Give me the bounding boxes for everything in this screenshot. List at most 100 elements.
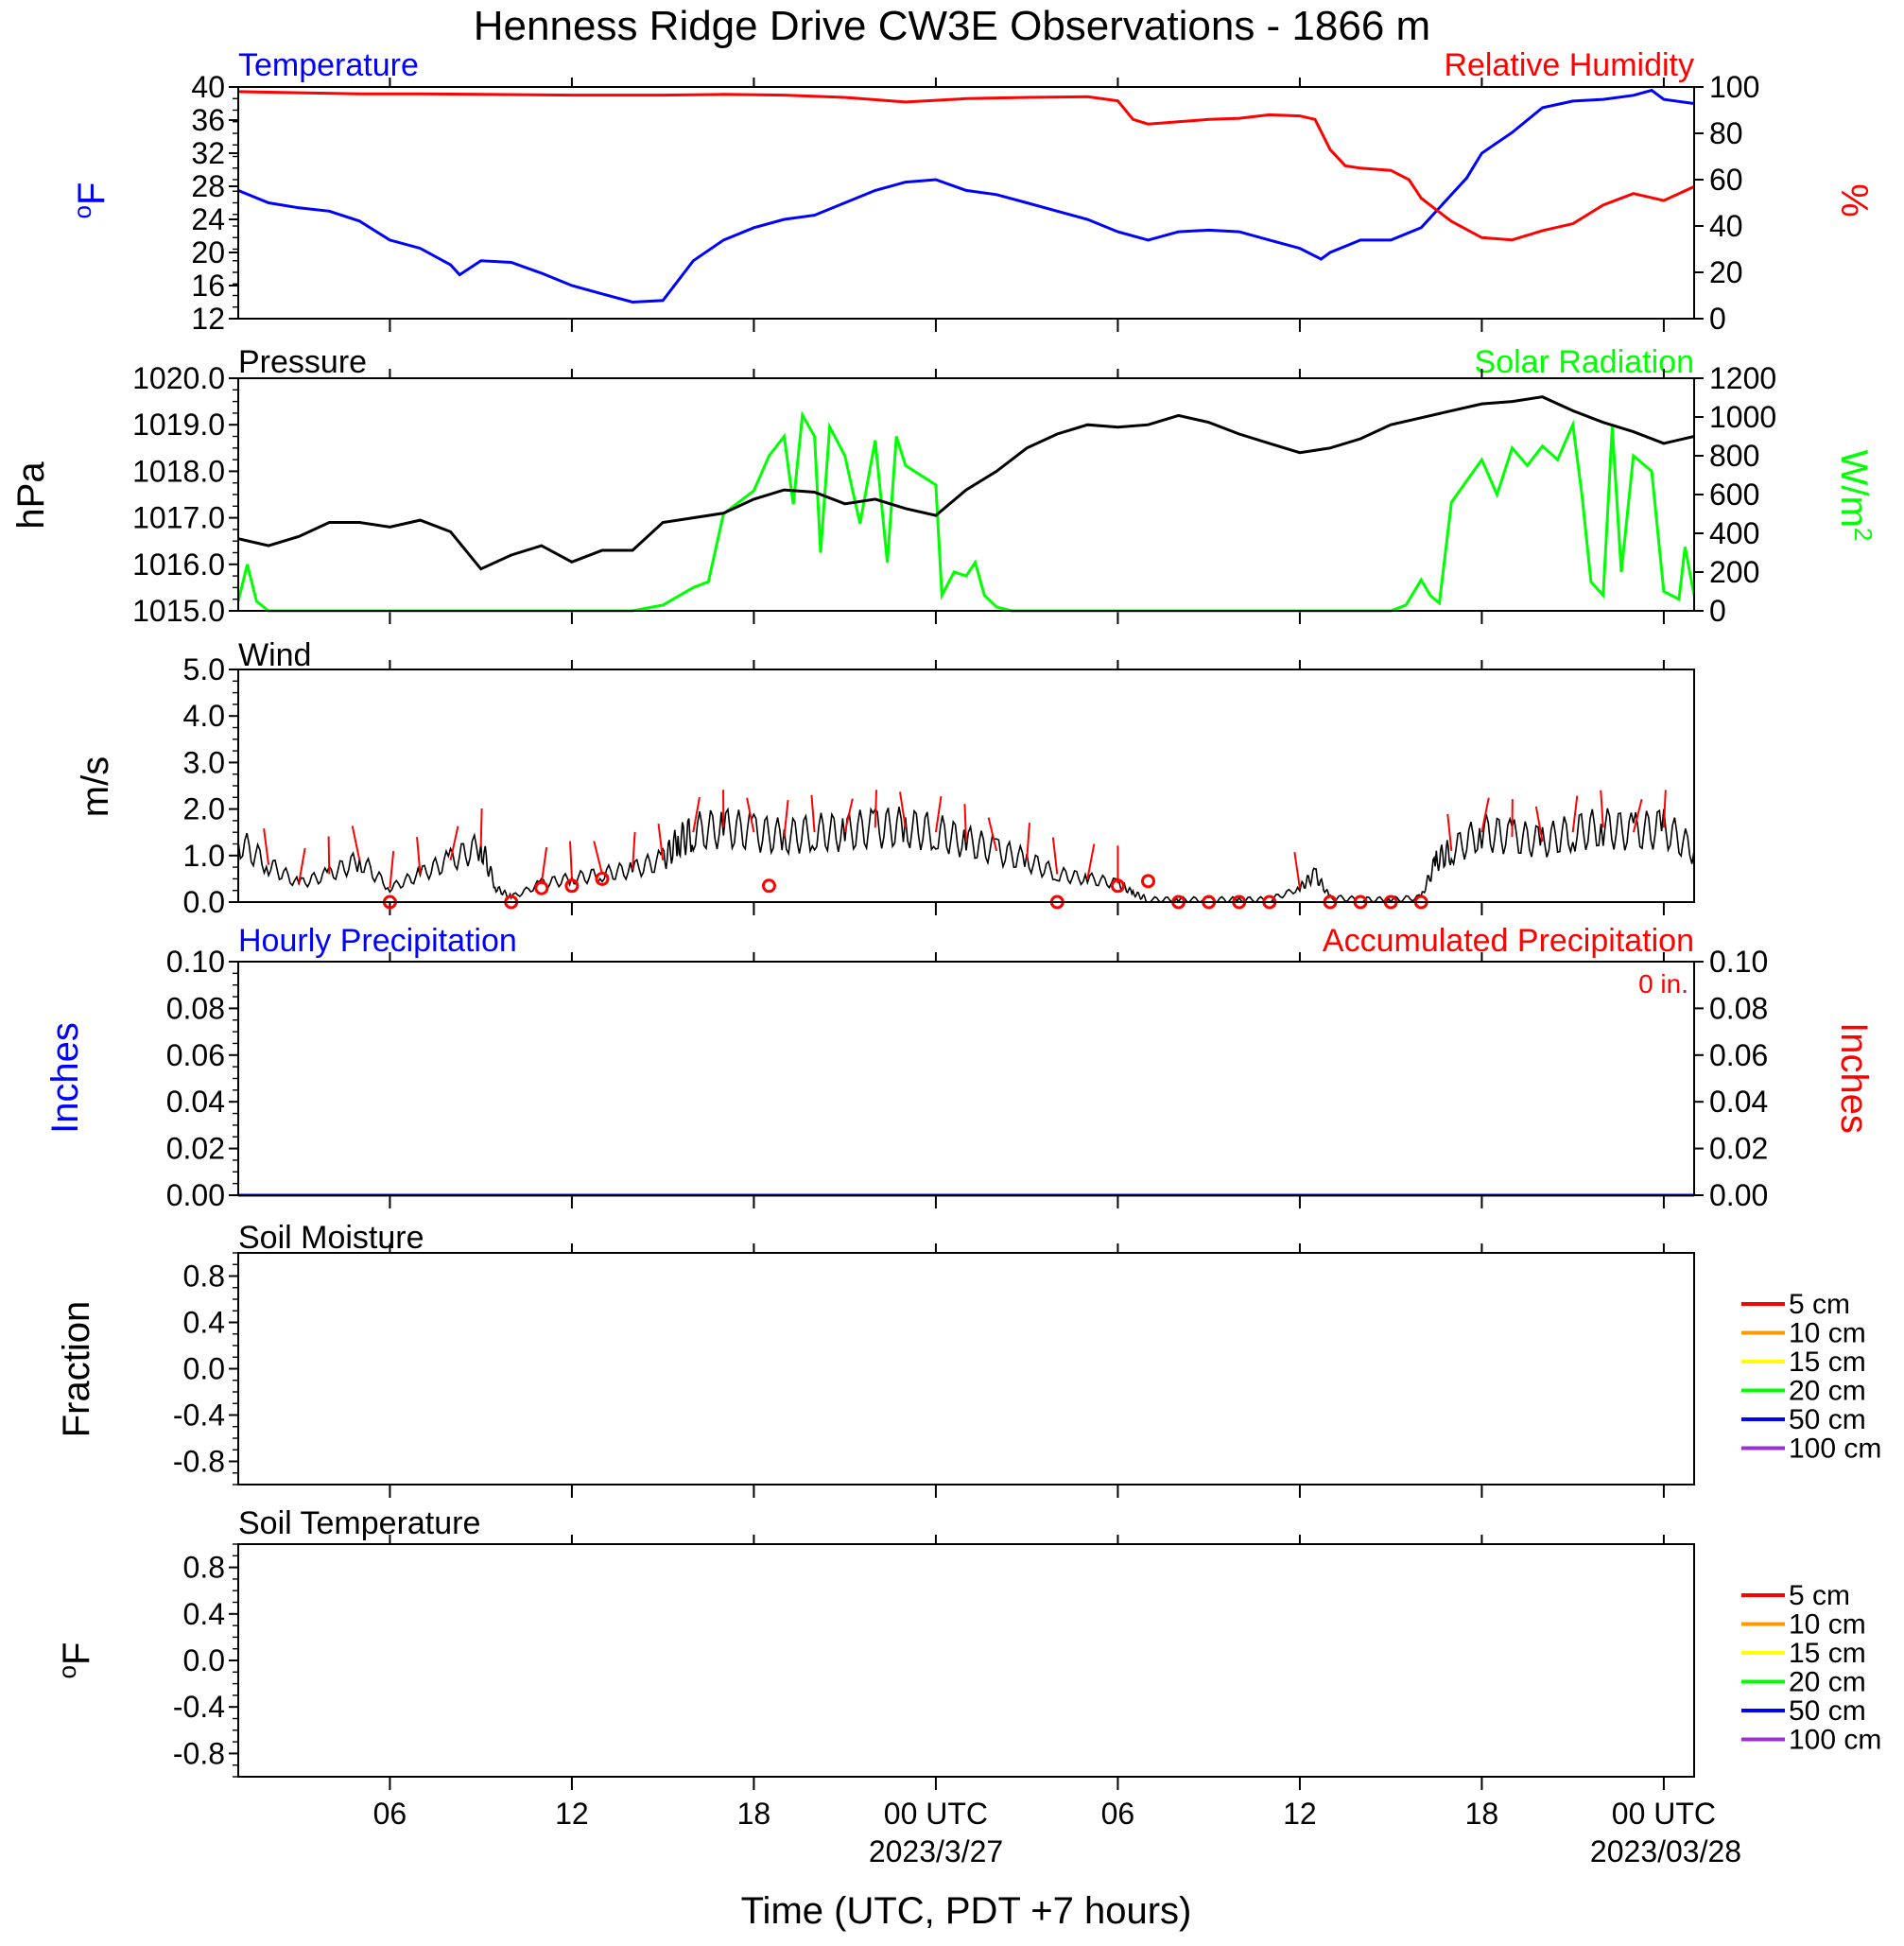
x-axis-label: Time (UTC, PDT +7 hours) xyxy=(741,1890,1192,1932)
wind-barb xyxy=(593,841,603,875)
pressure-y-ticks: 1020.0 1019.0 1018.0 1017.0 1016.0 1015.0 xyxy=(132,361,238,628)
y-tick-label: 24 xyxy=(191,202,225,236)
y-tick-label: 1018.0 xyxy=(132,454,225,488)
humidity-axis-label: % xyxy=(1833,183,1875,217)
x-tick-label: 00 UTC xyxy=(884,1797,988,1831)
soil-temperature-y-ticks: 0.8 0.4 0.0 -0.4 -0.8 xyxy=(173,1551,238,1770)
y-tick-label: 0.02 xyxy=(1709,1132,1768,1166)
panel-wind: Wind m/s 5.0 4.0 3.0 2.0 1.0 0.0 xyxy=(75,637,1695,919)
calm-marker xyxy=(1141,874,1155,889)
accum-precip-title: Accumulated Precipitation xyxy=(1323,923,1694,959)
soil-temperature-plot-frame xyxy=(237,1543,1695,1778)
wind-barb xyxy=(569,841,573,879)
y-tick-label: 0.08 xyxy=(1709,991,1768,1025)
wind-barb xyxy=(1026,823,1030,860)
hourly-precip-title: Hourly Precipitation xyxy=(238,923,517,959)
wind-barb xyxy=(1051,837,1059,875)
x-tick-label: 00 UTC xyxy=(1612,1797,1716,1831)
legend-label: 10 cm xyxy=(1789,1318,1866,1349)
legend-label: 10 cm xyxy=(1789,1609,1866,1641)
calm-marker xyxy=(595,871,610,886)
panel-precipitation: Hourly Precipitation Accumulated Precipi… xyxy=(44,923,1875,1212)
legend-label: 50 cm xyxy=(1789,1695,1866,1727)
calm-marker xyxy=(1110,878,1125,894)
y-tick-label: 0.0 xyxy=(183,1643,225,1677)
date-label-day2: 2023/03/28 xyxy=(1590,1834,1741,1868)
x-tick-label: 06 xyxy=(373,1797,407,1831)
wind-barb xyxy=(416,837,422,875)
y-tick-label: 0 xyxy=(1709,302,1726,336)
hourly-precip-axis-label: Inches xyxy=(44,1022,86,1134)
y-tick-label: 100 xyxy=(1709,70,1759,104)
solar-y-ticks: 1200 1000 800 600 400 200 0 xyxy=(1694,361,1776,628)
wind-barb xyxy=(746,797,755,833)
humidity-line xyxy=(237,90,1695,242)
y-tick-label: 0.10 xyxy=(166,945,225,979)
pressure-line xyxy=(237,395,1695,571)
y-tick-label: 36 xyxy=(191,103,225,137)
temperature-gridmarks xyxy=(233,78,1665,332)
y-tick-label: 1015.0 xyxy=(132,594,225,628)
wind-axis-label: m/s xyxy=(75,756,116,817)
wind-barb xyxy=(1600,790,1604,828)
legend-label: 20 cm xyxy=(1789,1376,1866,1407)
y-tick-label: -0.4 xyxy=(173,1399,225,1433)
y-tick-label: 5.0 xyxy=(183,652,225,686)
wind-barb xyxy=(1293,852,1301,889)
soil-temperature-title: Soil Temperature xyxy=(238,1505,480,1541)
panel-soil-moisture: Soil Moisture Fraction 0.8 0.4 0.0 -0.4 -0.8… xyxy=(56,1220,1881,1498)
y-tick-label: 0.04 xyxy=(1709,1085,1768,1119)
wind-plot-frame xyxy=(237,669,1695,903)
soil-moisture-title: Soil Moisture xyxy=(238,1220,424,1256)
temperature-plot-frame xyxy=(237,86,1695,320)
precip-gridmarks xyxy=(233,952,1665,1208)
y-tick-label: 28 xyxy=(191,169,225,203)
wind-barb xyxy=(692,796,701,833)
precip-right-y-ticks: 0.10 0.08 0.06 0.04 0.02 0.00 xyxy=(1694,945,1768,1212)
y-tick-label: 0.00 xyxy=(1709,1178,1768,1212)
y-tick-label: 0.4 xyxy=(183,1306,225,1340)
wind-barb xyxy=(1446,813,1453,851)
precip-left-y-ticks: 0.10 0.08 0.06 0.04 0.02 0.00 xyxy=(166,945,238,1212)
temperature-title: Temperature xyxy=(238,47,419,83)
x-tick-label: 18 xyxy=(1465,1797,1499,1831)
legend-label: 100 cm xyxy=(1789,1725,1881,1756)
wind-barb xyxy=(963,804,967,843)
legend-label: 100 cm xyxy=(1789,1433,1881,1465)
accum-precip-axis-label: Inches xyxy=(1833,1022,1875,1134)
y-tick-label: 0 xyxy=(1709,594,1726,628)
wind-barb xyxy=(810,794,816,833)
y-tick-label: 400 xyxy=(1709,516,1759,550)
pressure-axis-label: hPa xyxy=(10,461,52,530)
y-tick-label: 0.08 xyxy=(166,991,225,1025)
figure-title: Henness Ridge Drive CW3E Observations - … xyxy=(474,3,1430,49)
legend-label: 20 cm xyxy=(1789,1667,1866,1698)
wind-barb xyxy=(1632,798,1643,833)
solar-line xyxy=(236,410,1696,613)
y-tick-label: 0.06 xyxy=(166,1038,225,1072)
y-tick-label: 0.0 xyxy=(183,1352,225,1386)
y-tick-label: 12 xyxy=(191,302,225,336)
legend-label: 15 cm xyxy=(1789,1638,1866,1669)
y-tick-label: 600 xyxy=(1709,478,1759,512)
y-tick-label: 1000 xyxy=(1709,400,1776,434)
y-tick-label: -0.4 xyxy=(173,1690,225,1724)
wind-barb xyxy=(874,790,878,828)
y-tick-label: 0.06 xyxy=(1709,1038,1768,1072)
wind-barb xyxy=(449,825,459,860)
y-tick-label: 20 xyxy=(1709,255,1743,289)
wind-barb xyxy=(298,847,306,884)
y-tick-label: 1016.0 xyxy=(132,547,225,582)
wind-barb xyxy=(327,836,331,875)
wind-barb xyxy=(479,808,483,846)
wind-barb xyxy=(263,828,270,865)
wind-barbs xyxy=(263,790,1667,889)
y-tick-label: 4.0 xyxy=(183,699,225,733)
wind-barb xyxy=(632,831,636,870)
calm-marker xyxy=(564,878,580,894)
wind-barb xyxy=(540,846,548,884)
pressure-title: Pressure xyxy=(238,344,367,380)
